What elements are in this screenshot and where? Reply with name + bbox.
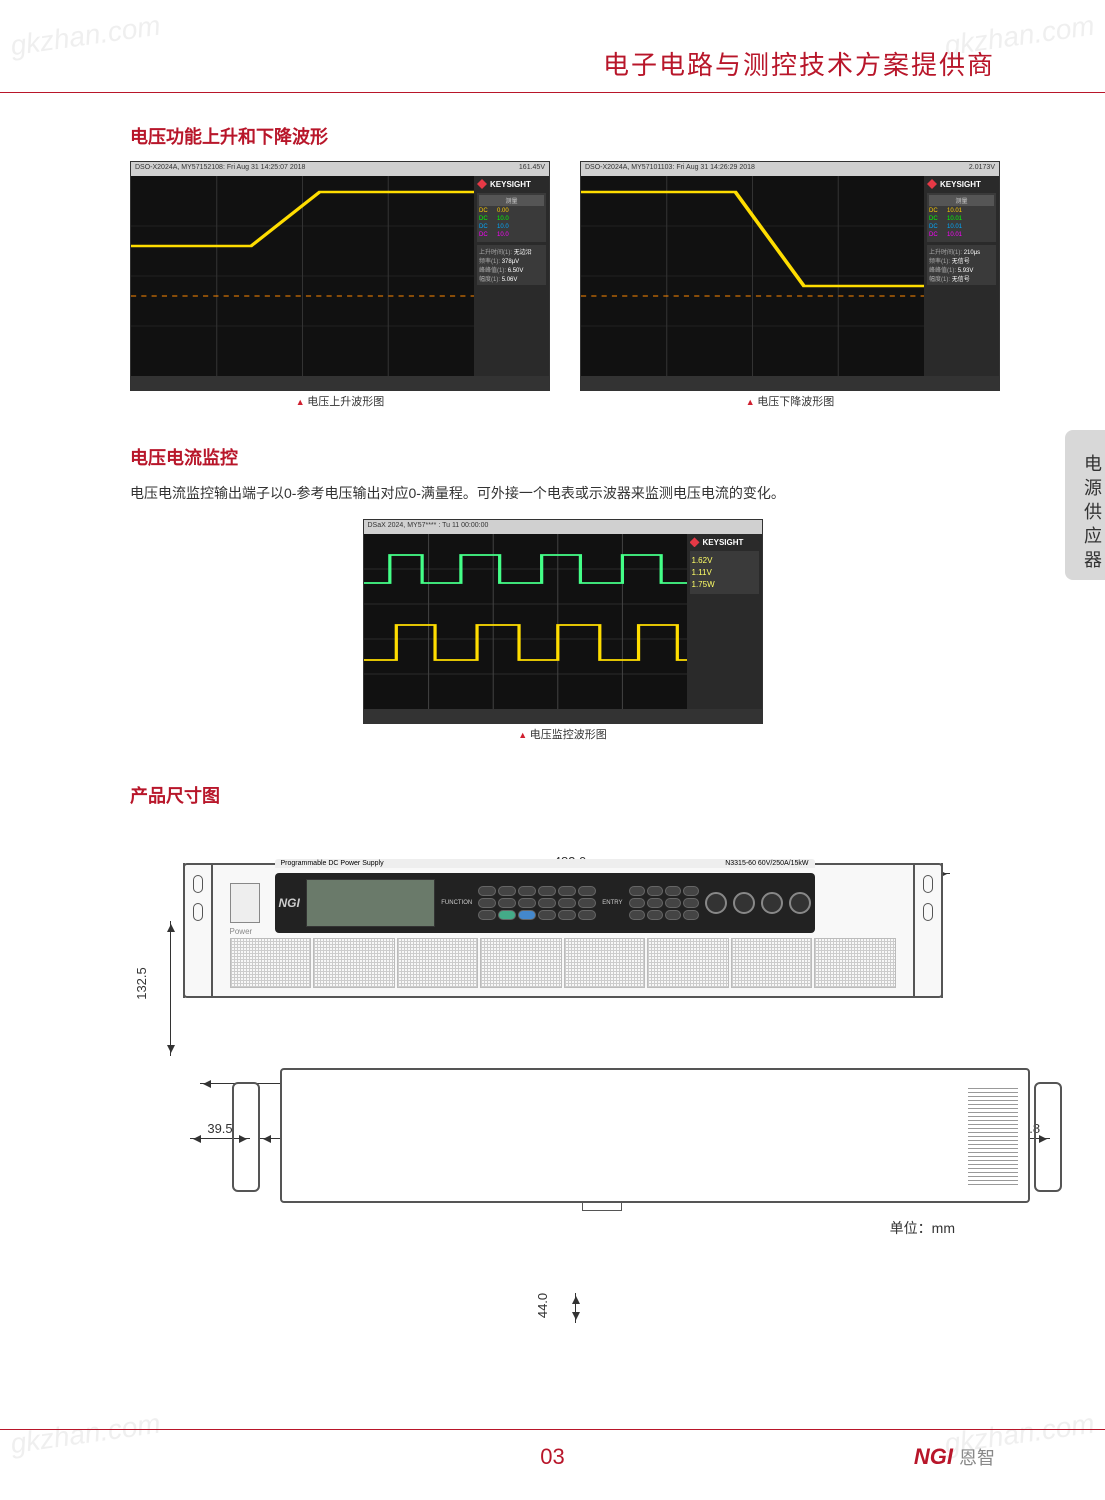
scope-trigger: 161.45V [519,164,545,174]
scope-monitor-wrap: DSaX 2024, MY57**** : Tu 11 00:00:00 [363,519,763,742]
knob [733,892,755,914]
product-front-view: Power Programmable DC Power Supply N3315… [183,863,943,998]
knobs [705,892,811,914]
scope-caption-monitor: 电压监控波形图 [363,726,763,742]
lcd-display [306,879,435,927]
panel-model: N3315-60 60V/250A/15kW [725,860,808,867]
meas-header: 测量 [479,195,544,206]
scope-bottombar [581,376,999,390]
page-footer: 03 NGI 恩智 [0,1444,1105,1470]
scope-titlebar: DSO-X2024A, MY57101103: Fri Aug 31 14:26… [581,162,999,176]
page-number: 03 [540,1444,564,1470]
unit-label: 单位：mm [130,1218,995,1238]
scope-sidebar: KEYSIGHT 1.62V1.11V1.75W [687,534,762,709]
scope-caption-rise: 电压上升波形图 [130,393,550,409]
page-header: 电子电路与测控技术方案提供商 [0,0,1105,92]
logo-cn: 恩智 [959,1448,995,1468]
oscilloscope-screenshot-monitor: DSaX 2024, MY57**** : Tu 11 00:00:00 [363,519,763,724]
main-content: 电压功能上升和下降波形 DSO-X2024A, MY57152108: Fri … [0,93,1105,1238]
scope-info: DSO-X2024A, MY57152108: Fri Aug 31 14:25… [135,164,305,174]
ventilation-grille [230,938,896,988]
keysight-logo: KEYSIGHT [927,179,996,189]
keysight-logo: KEYSIGHT [477,179,546,189]
scope-center-wrap: DSaX 2024, MY57**** : Tu 11 00:00:00 [130,519,995,742]
scope-right-wrap: DSO-X2024A, MY57101103: Fri Aug 31 14:26… [580,161,1000,409]
panel-header: Programmable DC Power Supply N3315-60 60… [275,859,815,868]
section1-title: 电压功能上升和下降波形 [130,123,995,149]
keysight-logo: KEYSIGHT [690,537,759,547]
scope-titlebar: DSO-X2024A, MY57152108: Fri Aug 31 14:25… [131,162,549,176]
waveform-chart [581,176,924,376]
scope-trigger: 2.0173V [969,164,995,174]
scope-row: DSO-X2024A, MY57152108: Fri Aug 31 14:25… [130,161,995,409]
waveform-chart [364,534,687,709]
meas-header: 测量 [929,195,994,206]
rack-ear-right [913,863,943,998]
knob [705,892,727,914]
panel-title: Programmable DC Power Supply [281,860,384,867]
scope-caption-fall: 电压下降波形图 [580,393,1000,409]
knob [789,892,811,914]
section3-title: 产品尺寸图 [130,782,995,808]
scope-sidebar: KEYSIGHT 测量 DC0.00DC10.0DC10.0DC10.0 上升时… [474,176,549,376]
bottom-notch [582,1201,622,1211]
scope-plot-area [131,176,474,376]
side-ventilation [968,1085,1018,1185]
logo-text: NGI [914,1444,953,1469]
scope-bottombar [364,709,762,723]
side-handle-left [232,1082,260,1192]
rack-ear-left [183,863,213,998]
entry-buttons [629,886,699,920]
scope-plot-area [364,534,687,709]
footer-logo: NGI 恩智 [914,1444,995,1470]
section2-description: 电压电流监控输出端子以0-参考电压输出对应0-满量程。可外接一个电表或示波器来监… [130,482,995,504]
panel-logo: NGI [279,896,300,910]
knob [761,892,783,914]
oscilloscope-screenshot-rise: DSO-X2024A, MY57152108: Fri Aug 31 14:25… [130,161,550,391]
scope-info: DSaX 2024, MY57**** : Tu 11 00:00:00 [368,522,489,532]
function-buttons [478,886,596,920]
section2-title: 电压电流监控 [130,444,995,470]
panel-section-label: ENTRY [602,900,622,906]
panel-section-label: FUNCTION [441,900,472,906]
control-panel: Programmable DC Power Supply N3315-60 60… [275,873,815,933]
scope-left-wrap: DSO-X2024A, MY57152108: Fri Aug 31 14:25… [130,161,550,409]
footer-rule [0,1429,1105,1430]
oscilloscope-screenshot-fall: DSO-X2024A, MY57101103: Fri Aug 31 14:26… [580,161,1000,391]
waveform-chart [131,176,474,376]
dim-height-front: 132.5 [134,968,149,1001]
scope-bottombar [131,376,549,390]
scope-plot-area [581,176,924,376]
product-side-view [280,1068,1030,1203]
power-label: Power [230,927,253,936]
scope-titlebar: DSaX 2024, MY57**** : Tu 11 00:00:00 [364,520,762,534]
side-handle-right [1034,1082,1062,1192]
dim-notch: 44.0 [535,1293,550,1318]
dimension-diagram: 482.0 428.0 132.5 Power Programmable DC … [130,863,995,1238]
scope-sidebar: KEYSIGHT 测量 DC10.01DC10.01DC10.01DC10.01… [924,176,999,376]
scope-info: DSO-X2024A, MY57101103: Fri Aug 31 14:26… [585,164,755,174]
power-switch [230,883,260,923]
